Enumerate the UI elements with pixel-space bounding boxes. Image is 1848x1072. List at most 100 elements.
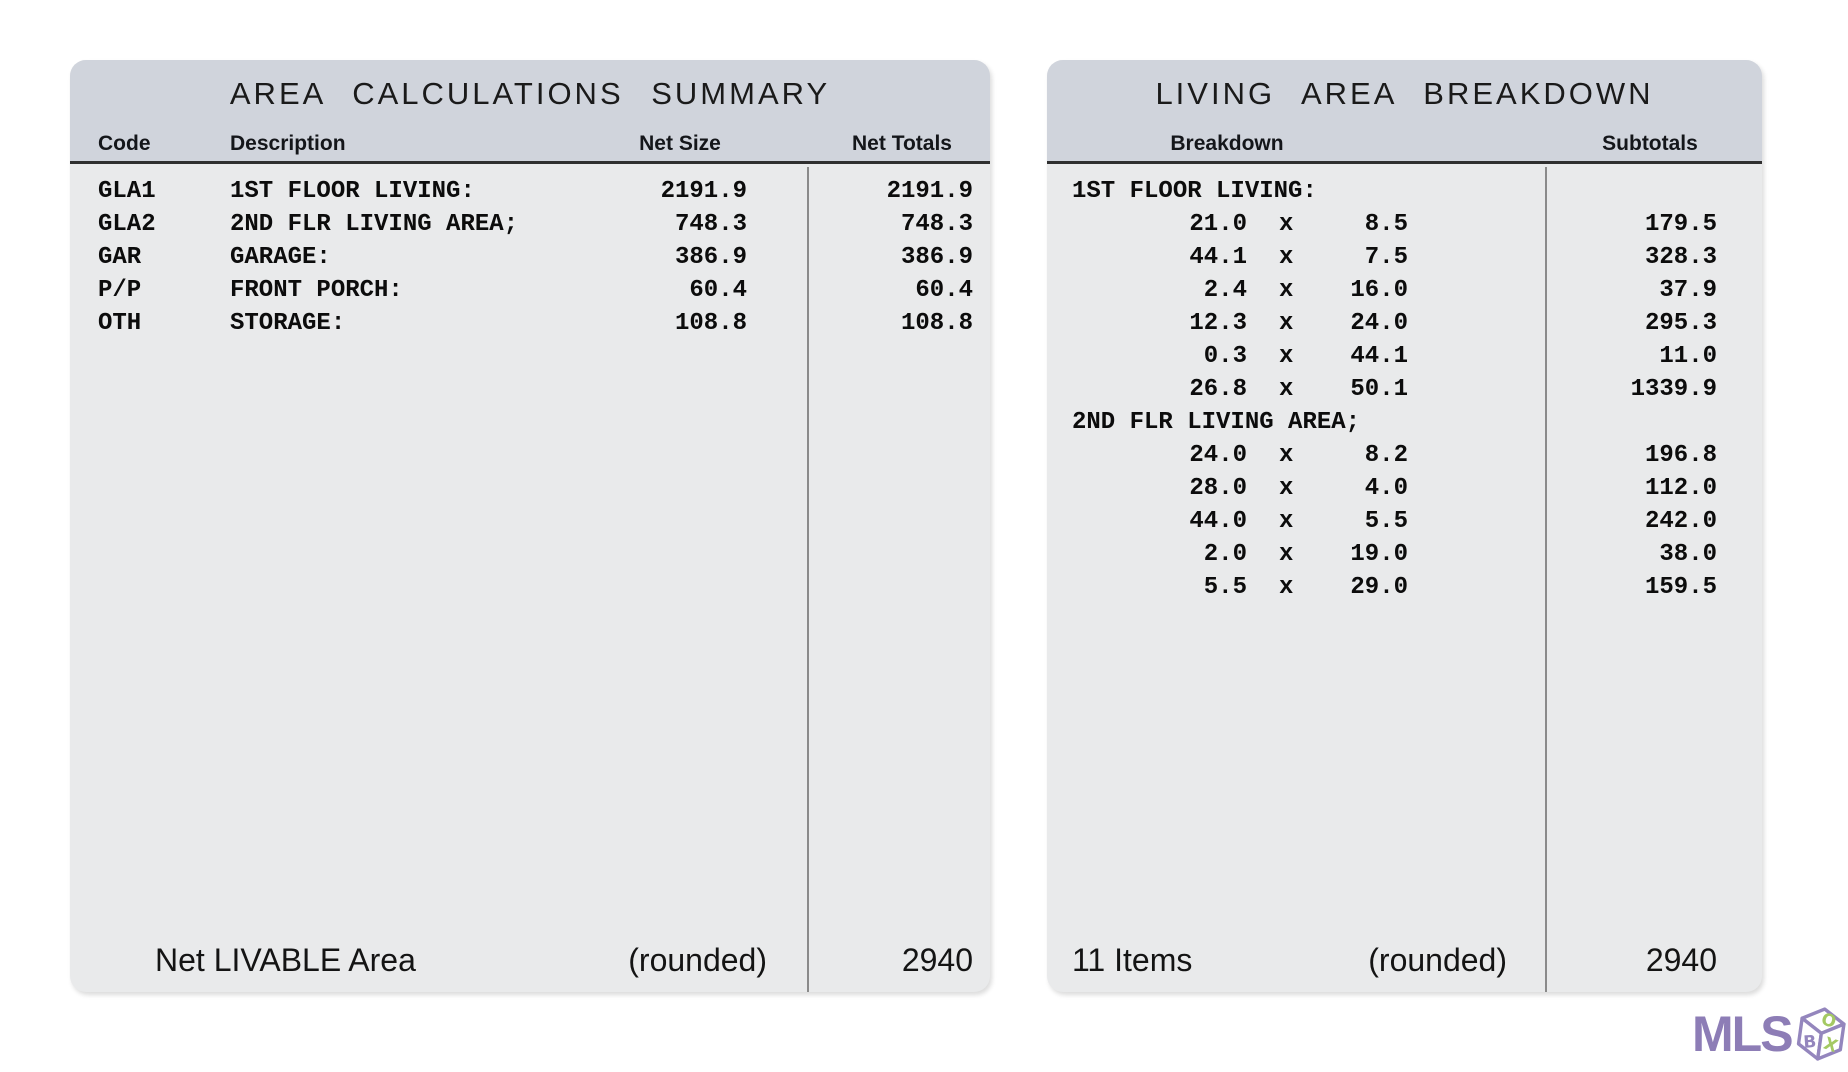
multiply-sign: x [1279,277,1294,304]
dim-1: 24.0 [1189,442,1247,469]
row-net-totals: 60.4 [915,277,973,304]
mls-logo: MLS O B X [1692,996,1848,1072]
multiply-sign: x [1279,376,1294,403]
subtotal: 242.0 [1644,508,1717,535]
calc-row: 24.0 x 8.2 196.8 [1047,439,1762,472]
breakdown-footer-row: 11 Items (rounded) 2940 [1047,940,1762,980]
table-row: GAR GARAGE: 386.9 386.9 [70,241,990,274]
subtotal: 179.5 [1644,211,1717,238]
subtotal: 38.0 [1659,541,1717,568]
dim-1: 44.1 [1189,244,1247,271]
calc-row: 2.0 x 19.0 38.0 [1047,538,1762,571]
row-net-totals: 748.3 [900,211,973,238]
dim-2: 5.5 [1364,508,1408,535]
dim-2: 50.1 [1350,376,1408,403]
multiply-sign: x [1279,211,1294,238]
subtotal: 37.9 [1659,277,1717,304]
breakdown-column-divider [1545,167,1547,992]
dim-1: 44.0 [1189,508,1247,535]
column-header-net-totals: Net Totals [852,132,952,155]
subtotal: 196.8 [1644,442,1717,469]
multiply-sign: x [1279,541,1294,568]
row-code: OTH [98,310,142,337]
summary-footer-row: Net LIVABLE Area (rounded) 2940 [70,940,990,980]
dim-1: 2.0 [1203,541,1247,568]
multiply-sign: x [1279,574,1294,601]
row-description: FRONT PORCH: [230,277,403,304]
subtotal: 295.3 [1644,310,1717,337]
svg-text:X: X [1821,1034,1840,1057]
calc-row: 5.5 x 29.0 159.5 [1047,571,1762,604]
dim-2: 8.5 [1364,211,1408,238]
row-net-size: 748.3 [674,211,747,238]
calc-row: 44.0 x 5.5 242.0 [1047,505,1762,538]
row-net-totals: 2191.9 [886,178,973,205]
multiply-sign: x [1279,442,1294,469]
table-row: GLA2 2ND FLR LIVING AREA; 748.3 748.3 [70,208,990,241]
subtotal: 1339.9 [1630,376,1717,403]
table-row: OTH STORAGE: 108.8 108.8 [70,307,990,340]
row-description: 1ST FLOOR LIVING: [230,178,475,205]
summary-header-band [70,60,990,164]
section-label: 2ND FLR LIVING AREA; [1072,409,1361,436]
svg-text:B: B [1802,1032,1816,1053]
dim-1: 5.5 [1203,574,1247,601]
column-header-description: Description [230,132,346,155]
mls-cube-icon: O B X [1796,1007,1846,1061]
row-net-size: 60.4 [689,277,747,304]
column-header-net-size: Net Size [639,132,721,155]
dim-2: 16.0 [1350,277,1408,304]
subtotal: 112.0 [1644,475,1717,502]
multiply-sign: x [1279,310,1294,337]
dim-1: 2.4 [1203,277,1247,304]
table-row: P/P FRONT PORCH: 60.4 60.4 [70,274,990,307]
breakdown-total: 2940 [1645,942,1717,978]
row-description: GARAGE: [230,244,331,271]
subtotal: 159.5 [1644,574,1717,601]
summary-column-divider [807,167,809,992]
column-header-code: Code [98,132,151,155]
section-row: 2ND FLR LIVING AREA; [1047,406,1762,439]
breakdown-title: LIVING AREA BREAKDOWN [1155,76,1654,111]
calc-row: 0.3 x 44.1 11.0 [1047,340,1762,373]
rounded-label: (rounded) [1368,942,1507,978]
row-net-size: 108.8 [674,310,747,337]
living-area-breakdown-table: LIVING AREA BREAKDOWN Breakdown Subtotal… [1047,60,1762,992]
dim-2: 7.5 [1364,244,1408,271]
calc-row: 2.4 x 16.0 37.9 [1047,274,1762,307]
row-description: STORAGE: [230,310,346,337]
multiply-sign: x [1279,343,1294,370]
items-count-label: 11 Items [1072,942,1193,978]
rounded-label: (rounded) [628,942,767,978]
table-row: GLA1 1ST FLOOR LIVING: 2191.9 2191.9 [70,175,990,208]
breakdown-header-band [1047,60,1762,164]
subtotal: 11.0 [1659,343,1717,370]
section-label: 1ST FLOOR LIVING: [1072,178,1317,205]
summary-title: AREA CALCULATIONS SUMMARY [229,76,831,111]
calc-row: 21.0 x 8.5 179.5 [1047,208,1762,241]
calc-row: 44.1 x 7.5 328.3 [1047,241,1762,274]
dim-1: 0.3 [1203,343,1247,370]
multiply-sign: x [1279,244,1294,271]
net-livable-total: 2940 [901,942,973,978]
dim-1: 21.0 [1189,211,1247,238]
dim-2: 29.0 [1350,574,1408,601]
dim-2: 8.2 [1364,442,1408,469]
dim-1: 12.3 [1189,310,1247,337]
row-net-totals: 108.8 [900,310,973,337]
multiply-sign: x [1279,475,1294,502]
column-header-breakdown: Breakdown [1170,132,1284,155]
row-code: GLA2 [98,211,156,238]
svg-text:O: O [1818,1009,1838,1032]
column-header-subtotals: Subtotals [1602,132,1698,155]
mls-logo-text: MLS [1692,1006,1794,1062]
calc-row: 26.8 x 50.1 1339.9 [1047,373,1762,406]
calc-row: 28.0 x 4.0 112.0 [1047,472,1762,505]
row-code: GLA1 [98,178,156,205]
row-net-size: 386.9 [674,244,747,271]
dim-2: 44.1 [1350,343,1408,370]
row-net-size: 2191.9 [660,178,747,205]
row-net-totals: 386.9 [900,244,973,271]
multiply-sign: x [1279,508,1294,535]
dim-2: 24.0 [1350,310,1408,337]
